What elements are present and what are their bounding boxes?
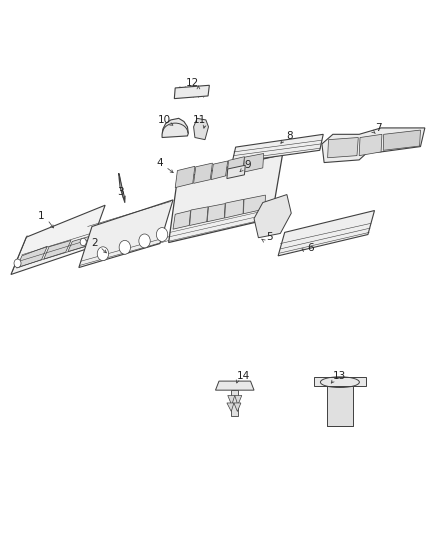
Polygon shape: [227, 165, 245, 179]
Polygon shape: [244, 195, 265, 214]
Polygon shape: [327, 386, 353, 426]
Text: 4: 4: [156, 158, 163, 167]
Polygon shape: [68, 236, 92, 252]
Polygon shape: [207, 204, 225, 222]
Polygon shape: [215, 381, 254, 390]
Polygon shape: [254, 195, 291, 238]
Circle shape: [119, 240, 131, 254]
Polygon shape: [278, 211, 374, 256]
Polygon shape: [235, 395, 242, 405]
Polygon shape: [383, 130, 420, 150]
Polygon shape: [194, 163, 212, 183]
Text: 6: 6: [307, 243, 314, 253]
Polygon shape: [234, 403, 241, 411]
Polygon shape: [119, 173, 125, 203]
Polygon shape: [314, 377, 366, 386]
Text: 3: 3: [117, 187, 124, 197]
Text: 12: 12: [186, 78, 199, 87]
Circle shape: [80, 238, 86, 246]
Text: 2: 2: [91, 238, 98, 247]
Polygon shape: [174, 85, 209, 99]
Polygon shape: [175, 166, 195, 188]
Circle shape: [156, 228, 168, 241]
Polygon shape: [79, 200, 173, 268]
Text: 13: 13: [333, 371, 346, 381]
Polygon shape: [44, 240, 71, 259]
Polygon shape: [227, 157, 244, 176]
Circle shape: [14, 259, 21, 268]
Circle shape: [139, 234, 150, 248]
Polygon shape: [173, 211, 191, 229]
Polygon shape: [169, 155, 283, 243]
Polygon shape: [225, 199, 244, 218]
Text: 5: 5: [266, 232, 273, 242]
Polygon shape: [227, 403, 234, 411]
Polygon shape: [244, 154, 264, 172]
Polygon shape: [359, 134, 382, 156]
Polygon shape: [17, 246, 47, 268]
Polygon shape: [232, 134, 323, 163]
Text: 14: 14: [237, 371, 250, 381]
Text: 9: 9: [244, 160, 251, 170]
Polygon shape: [211, 161, 228, 180]
Polygon shape: [162, 118, 188, 138]
Polygon shape: [322, 128, 425, 163]
Polygon shape: [228, 395, 235, 405]
Text: 7: 7: [375, 123, 382, 133]
Text: 11: 11: [193, 115, 206, 125]
Polygon shape: [231, 390, 238, 416]
Circle shape: [97, 247, 109, 261]
Text: 8: 8: [286, 131, 293, 141]
Polygon shape: [328, 138, 358, 158]
Text: 1: 1: [38, 211, 45, 221]
Text: 10: 10: [158, 115, 171, 125]
Polygon shape: [194, 118, 208, 140]
Polygon shape: [190, 207, 208, 225]
Polygon shape: [11, 205, 105, 274]
